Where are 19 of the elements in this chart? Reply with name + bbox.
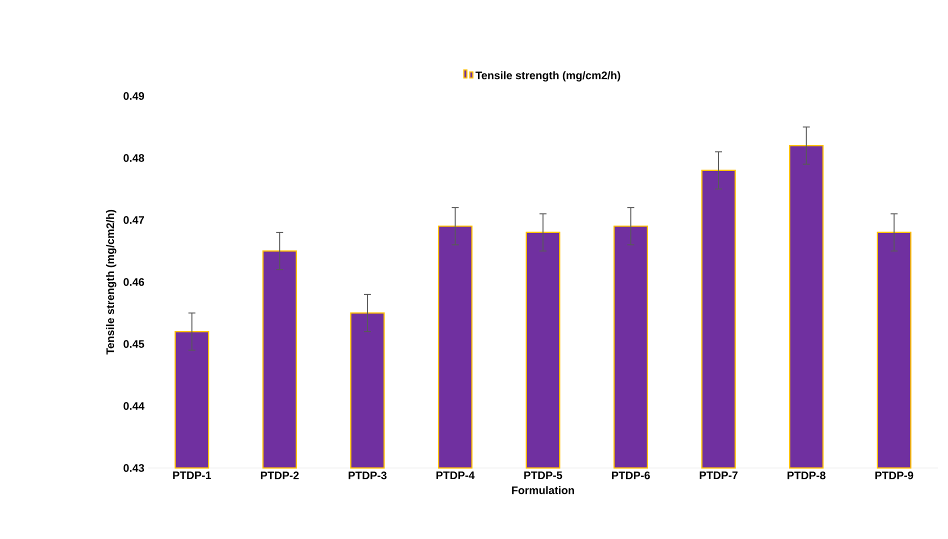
y-tick-label: 0.49 <box>124 92 144 100</box>
legend-label: Tensile strength (mg/cm2/h) <box>476 71 620 82</box>
x-tick-label: PTDP-2 <box>260 472 299 480</box>
x-tick-label: PTDP-4 <box>436 472 475 480</box>
y-axis-title: Tensile strength (mg/cm2/h) <box>106 210 116 355</box>
x-tick-label: PTDP-3 <box>348 472 387 480</box>
x-tick-label: PTDP-7 <box>700 472 738 480</box>
y-tick-label: 0.45 <box>124 340 144 348</box>
y-tick-label: 0.46 <box>124 278 144 286</box>
x-tick-label: PTDP-6 <box>612 472 650 480</box>
x-tick-label: PTDP-8 <box>788 472 826 480</box>
y-tick-label: 0.48 <box>124 154 144 162</box>
x-tick-label: PTDP-9 <box>875 472 914 480</box>
y-tick-label: 0.43 <box>124 464 144 472</box>
x-axis-title: Formulation <box>512 486 574 494</box>
y-tick-label: 0.44 <box>124 402 144 410</box>
x-tick-label: PTDP-5 <box>524 472 562 480</box>
x-tick-label: PTDP-1 <box>173 472 212 480</box>
y-tick-label: 0.47 <box>124 216 144 224</box>
